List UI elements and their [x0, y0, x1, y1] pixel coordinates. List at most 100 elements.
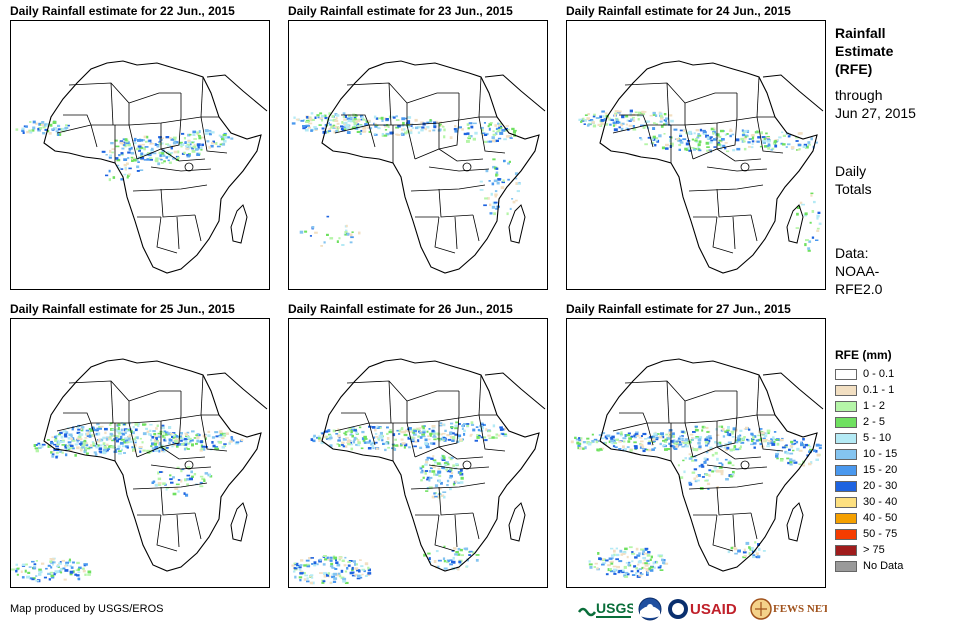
legend-label: > 75: [863, 544, 885, 556]
lake-victoria: [184, 460, 194, 470]
legend: RFE (mm) 0 - 0.1 0.1 - 1 1 - 2 2 - 5 5 - 10 1…: [835, 348, 903, 574]
legend-item: 20 - 30: [835, 478, 903, 494]
africa-rainfall-map: [288, 318, 548, 588]
coastline: [599, 358, 818, 572]
legend-label: 2 - 5: [863, 416, 886, 428]
title-line: Rainfall: [835, 25, 886, 41]
noaa-logo: [637, 596, 663, 622]
data-source: Data: NOAA- RFE2.0: [835, 244, 882, 298]
fewsnet-text: FEWS NET: [773, 603, 827, 615]
legend-swatch: [835, 496, 857, 508]
legend-label: 50 - 75: [863, 528, 898, 540]
usaid-text: USAID: [690, 601, 737, 618]
daily-line: Daily: [835, 163, 867, 179]
madagascar: [786, 502, 804, 542]
legend-item: 5 - 10: [835, 430, 903, 446]
legend-label: 0 - 0.1: [863, 368, 895, 380]
usgs-text: USGS: [596, 600, 633, 616]
country-borders: [56, 374, 228, 552]
coastline: [43, 358, 262, 572]
rainfall-overlay: [15, 120, 234, 182]
coastline: [43, 60, 262, 274]
rainfall-overlay: [578, 109, 822, 252]
arabian-coast: [484, 74, 546, 112]
usgs-logo: USGS: [577, 596, 636, 622]
panel-title: Daily Rainfall estimate for 26 Jun., 201…: [288, 302, 513, 316]
legend-swatch: [835, 528, 857, 540]
madagascar: [230, 502, 248, 542]
legend-label: 40 - 50: [863, 512, 898, 524]
lake-victoria: [462, 460, 472, 470]
through-date: through Jun 27, 2015: [835, 86, 916, 122]
data-line: RFE2.0: [835, 281, 883, 297]
panel-title: Daily Rainfall estimate for 23 Jun., 201…: [288, 4, 513, 18]
data-line: NOAA-: [835, 263, 880, 279]
legend-swatch: [835, 544, 857, 556]
africa-rainfall-map: [10, 318, 270, 588]
daily-totals: Daily Totals: [835, 162, 872, 198]
legend-label: 5 - 10: [863, 432, 892, 444]
madagascar: [230, 204, 248, 244]
madagascar: [508, 502, 526, 542]
legend-label: 0.1 - 1: [863, 384, 895, 396]
rainfall-overlay: [570, 425, 822, 578]
legend-item: 15 - 20: [835, 462, 903, 478]
title-line: Estimate: [835, 43, 894, 59]
panel-title: Daily Rainfall estimate for 27 Jun., 201…: [566, 302, 791, 316]
legend-item: > 75: [835, 542, 903, 558]
legend-swatch: [835, 432, 857, 444]
legend-item: 50 - 75: [835, 526, 903, 542]
rainfall-overlay: [291, 421, 508, 585]
rainfall-overlay: [291, 112, 521, 247]
legend-label: No Data: [863, 560, 904, 572]
panel-title: Daily Rainfall estimate for 24 Jun., 201…: [566, 4, 791, 18]
country-borders: [612, 76, 784, 254]
legend-item: No Data: [835, 558, 903, 574]
product-title: Rainfall Estimate (RFE): [835, 24, 893, 78]
legend-label: 20 - 30: [863, 480, 898, 492]
legend-item: 40 - 50: [835, 510, 903, 526]
legend-label: 1 - 2: [863, 400, 886, 412]
legend-swatch: [835, 400, 857, 412]
arabian-coast: [762, 372, 824, 410]
africa-rainfall-map: [566, 20, 826, 290]
through-value: Jun 27, 2015: [835, 105, 916, 121]
arabian-coast: [762, 74, 824, 112]
arabian-coast: [484, 372, 546, 410]
coastline: [321, 60, 540, 274]
legend-item: 0 - 0.1: [835, 366, 903, 382]
country-borders: [612, 374, 784, 552]
data-line: Data:: [835, 245, 869, 261]
legend-swatch: [835, 448, 857, 460]
lake-victoria: [462, 162, 472, 172]
country-borders: [334, 374, 506, 552]
legend-swatch: [835, 512, 857, 524]
legend-swatch: [835, 384, 857, 396]
arabian-coast: [206, 372, 268, 410]
lake-victoria: [740, 460, 750, 470]
legend-label: 10 - 15: [863, 448, 898, 460]
title-line: (RFE): [835, 61, 873, 77]
rainfall-overlay: [11, 421, 244, 583]
coastline: [599, 60, 818, 274]
through-label: through: [835, 87, 883, 103]
madagascar: [786, 204, 804, 244]
arabian-coast: [206, 74, 268, 112]
fewsnet-logo: FEWS NET: [749, 596, 830, 622]
legend-label: 30 - 40: [863, 496, 898, 508]
legend-swatch: [835, 560, 857, 572]
legend-swatch: [835, 368, 857, 380]
daily-line: Totals: [835, 181, 872, 197]
africa-rainfall-map: [288, 20, 548, 290]
agency-logos: USGS USAID FEWS NET: [577, 596, 830, 622]
legend-item: 0.1 - 1: [835, 382, 903, 398]
lake-victoria: [184, 162, 194, 172]
legend-label: 15 - 20: [863, 464, 898, 476]
legend-swatch: [835, 480, 857, 492]
legend-item: 30 - 40: [835, 494, 903, 510]
panel-title: Daily Rainfall estimate for 22 Jun., 201…: [10, 4, 235, 18]
legend-item: 2 - 5: [835, 414, 903, 430]
legend-item: 1 - 2: [835, 398, 903, 414]
usaid-logo: USAID: [667, 596, 747, 622]
country-borders: [334, 76, 506, 254]
